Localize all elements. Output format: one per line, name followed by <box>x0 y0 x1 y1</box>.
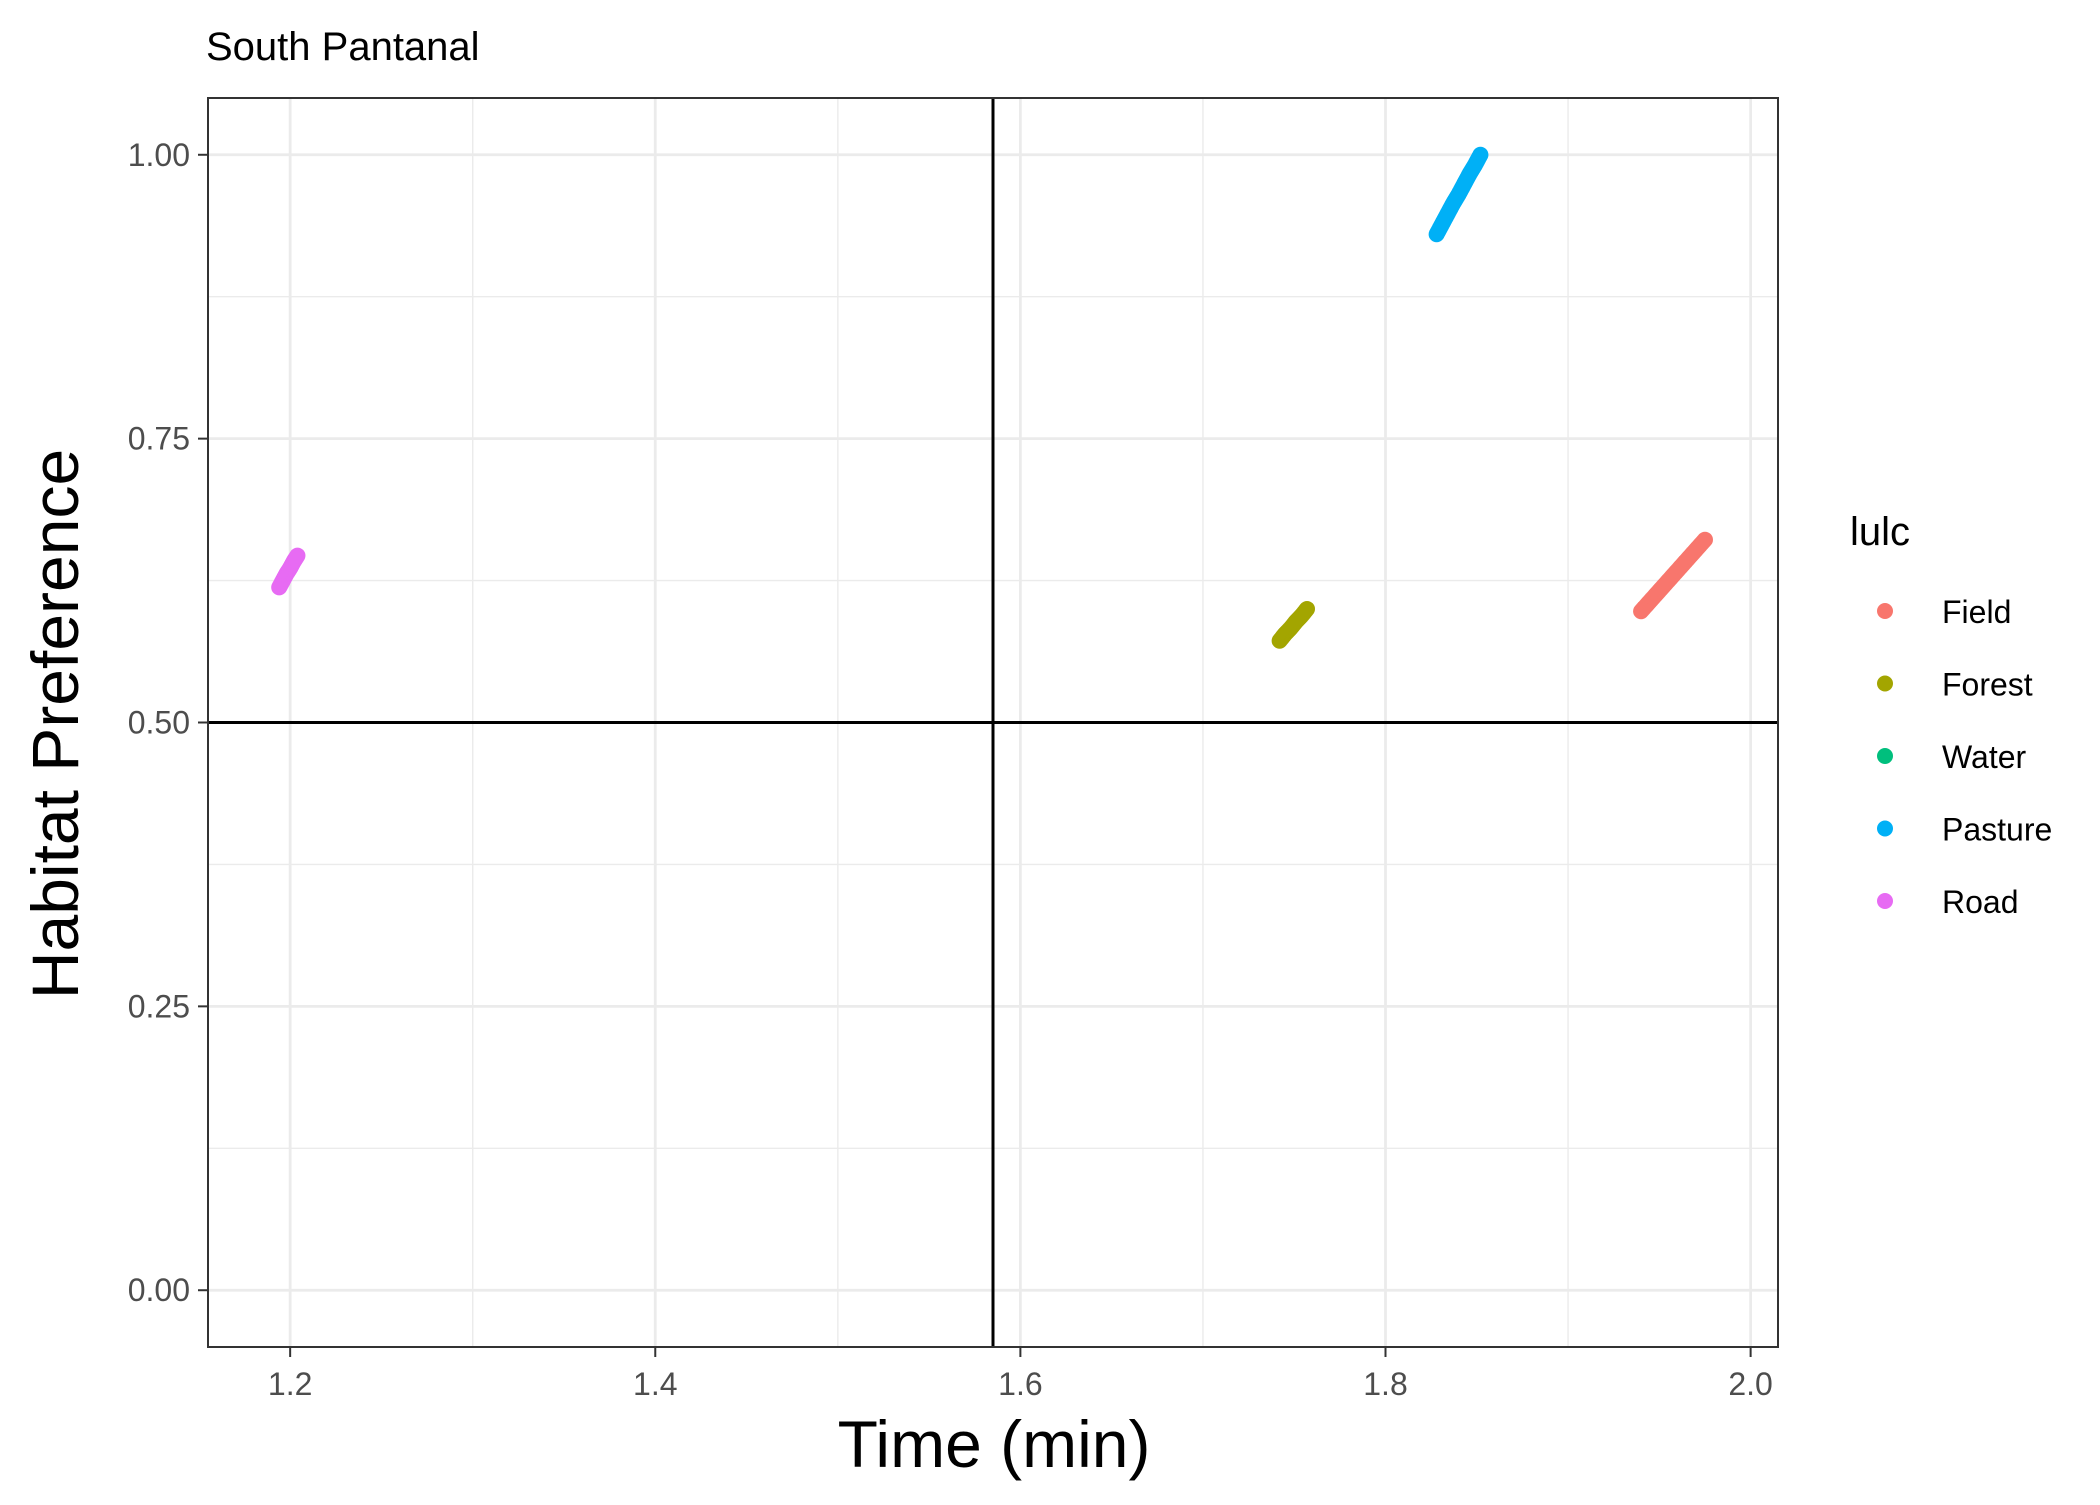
legend-item: Water <box>1877 739 2027 775</box>
y-tick-label: 0.50 <box>128 705 190 741</box>
legend-title: lulc <box>1850 510 1910 554</box>
legend-key <box>1877 603 1893 619</box>
legend-items: Field Forest Water Pasture Road <box>1877 594 2052 920</box>
data-point <box>1696 531 1713 548</box>
series-forest <box>1271 600 1315 649</box>
x-axis-title: Time (min) <box>838 1407 1151 1481</box>
legend-label: Road <box>1942 884 2019 920</box>
x-tick-label: 1.4 <box>633 1366 677 1402</box>
legend-key <box>1877 675 1893 692</box>
axes: 1.2 1.4 1.6 1.8 2.0 0.00 0.25 0.50 0.75 1.00 <box>128 137 1773 1402</box>
series-road <box>271 547 306 596</box>
legend-label: Field <box>1942 594 2011 630</box>
y-axis-title: Habitat Preference <box>18 449 92 999</box>
data-point <box>1299 600 1315 617</box>
legend-item: Field <box>1877 594 2011 630</box>
x-tick-label: 2.0 <box>1728 1366 1772 1402</box>
legend-key <box>1877 820 1893 837</box>
data-point <box>289 547 306 564</box>
x-tick-label: 1.8 <box>1363 1366 1407 1402</box>
legend-label: Water <box>1942 739 2027 775</box>
x-tick-label: 1.6 <box>998 1366 1042 1402</box>
legend-label: Pasture <box>1942 812 2052 848</box>
y-tick-label: 0.25 <box>128 988 190 1024</box>
data-points <box>271 146 1713 649</box>
y-tick-label: 0.00 <box>128 1272 190 1308</box>
reference-lines <box>208 98 1778 1347</box>
legend: lulc Field Forest Water Pasture Road <box>1850 510 2052 920</box>
legend-key <box>1877 748 1893 764</box>
data-point <box>1472 146 1489 163</box>
legend-key <box>1877 893 1893 909</box>
y-tick-label: 1.00 <box>128 137 190 173</box>
legend-item: Forest <box>1877 667 2033 703</box>
legend-label: Forest <box>1942 667 2033 703</box>
y-tick-label: 0.75 <box>128 421 190 457</box>
legend-item: Pasture <box>1877 812 2052 848</box>
series-field <box>1633 531 1713 620</box>
series-pasture <box>1428 146 1489 243</box>
chart-title: South Pantanal <box>206 25 480 69</box>
x-tick-label: 1.2 <box>268 1366 312 1402</box>
legend-item: Road <box>1877 884 2019 920</box>
